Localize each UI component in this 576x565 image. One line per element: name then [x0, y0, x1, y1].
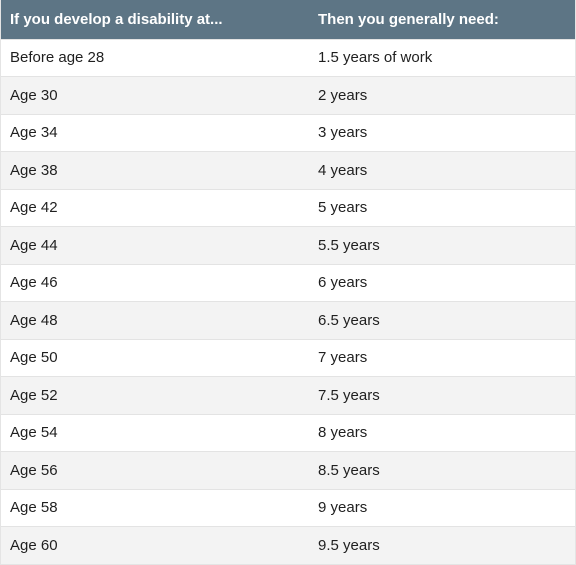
table-row: Before age 28 1.5 years of work: [1, 39, 575, 77]
cell-work-needed: 1.5 years of work: [318, 49, 433, 67]
cell-work-needed: 9.5 years: [318, 537, 380, 554]
table-row: Age 48 6.5 years: [1, 301, 575, 339]
cell-age: Age 42: [10, 199, 58, 217]
table-row: Age 54 8 years: [1, 414, 575, 452]
table-row: Age 38 4 years: [1, 151, 575, 189]
cell-work-needed: 8.5 years: [318, 461, 380, 479]
cell-age: Age 34: [10, 124, 58, 142]
table-row: Age 58 9 years: [1, 489, 575, 527]
cell-work-needed: 2 years: [318, 86, 368, 104]
cell-work-needed: 4 years: [318, 161, 368, 179]
cell-age: Age 54: [10, 424, 58, 442]
table-row: Age 30 2 years: [1, 76, 575, 114]
cell-work-needed: 8 years: [318, 424, 368, 442]
cell-age: Age 56: [10, 461, 58, 479]
cell-work-needed: 9 years: [318, 499, 368, 517]
cell-age: Age 52: [10, 386, 58, 404]
table-row: Age 46 6 years: [1, 264, 575, 302]
cell-age: Age 46: [10, 274, 58, 292]
cell-age: Age 50: [10, 349, 58, 367]
cell-age: Before age 28: [10, 49, 105, 67]
cell-work-needed: 5 years: [318, 199, 368, 217]
cell-age: Age 58: [10, 499, 58, 517]
cell-work-needed: 5.5 years: [318, 236, 380, 254]
header-disability-age: If you develop a disability at...: [1, 0, 309, 39]
cell-age: Age 38: [10, 161, 58, 179]
cell-age: Age 30: [10, 86, 58, 104]
cell-work-needed: 7 years: [318, 349, 368, 367]
cell-age: Age 48: [10, 311, 58, 329]
cell-work-needed: 6 years: [318, 274, 368, 292]
cell-work-needed: 7.5 years: [318, 386, 380, 404]
header-row: If you develop a disability at... Then y…: [1, 0, 575, 39]
table-row: Age 34 3 years: [1, 114, 575, 152]
cell-age: Age 60: [10, 537, 58, 554]
table-row: Age 50 7 years: [1, 339, 575, 377]
cell-age: Age 44: [10, 236, 58, 254]
cell-work-needed: 6.5 years: [318, 311, 380, 329]
table-row: Age 52 7.5 years: [1, 376, 575, 414]
table-body: Before age 28 1.5 years of work Age 30 2…: [1, 39, 575, 564]
table-row: Age 42 5 years: [1, 189, 575, 227]
table-row: Age 56 8.5 years: [1, 451, 575, 489]
header-work-needed: Then you generally need:: [309, 0, 575, 39]
table-row: Age 60 9.5 years: [1, 526, 575, 564]
cell-work-needed: 3 years: [318, 124, 368, 142]
table-row: Age 44 5.5 years: [1, 226, 575, 264]
table-header: If you develop a disability at... Then y…: [1, 0, 575, 39]
